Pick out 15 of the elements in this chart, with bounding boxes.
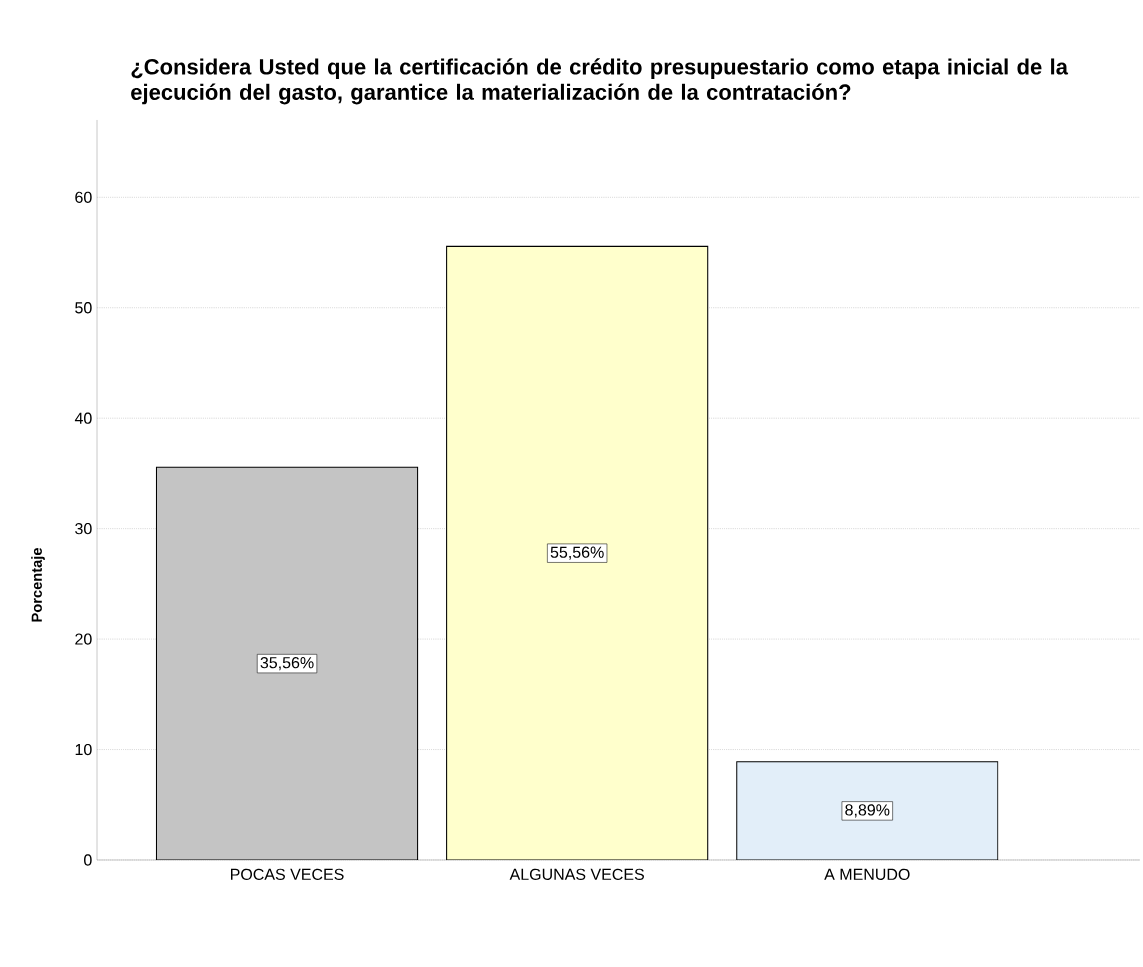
y-tick-label: 20 [75, 633, 92, 645]
x-tick-label: ALGUNAS VECES [509, 868, 644, 881]
y-axis-title: Porcentaje [31, 547, 45, 622]
y-tick-label: 60 [75, 191, 92, 203]
x-tick-label: POCAS VECES [231, 868, 344, 881]
y-tick-label: 0 [84, 854, 92, 866]
y-tick-label: 50 [75, 302, 92, 314]
data-label: 35,56% [260, 657, 314, 671]
data-label: 55,56% [550, 546, 604, 560]
chart-title: ¿Considera Usted que la certificación de crédito presupuestario como etapa inicial de la ejecución del gasto, garantice la materialización de la contratación? [131, 58, 1069, 105]
x-tick-label: A MENUDO [824, 868, 910, 881]
data-label: 8,89% [845, 804, 890, 818]
y-tick-label: 40 [74, 412, 92, 424]
y-tick-label: 10 [75, 743, 92, 756]
y-tick-label: 30 [75, 522, 92, 535]
